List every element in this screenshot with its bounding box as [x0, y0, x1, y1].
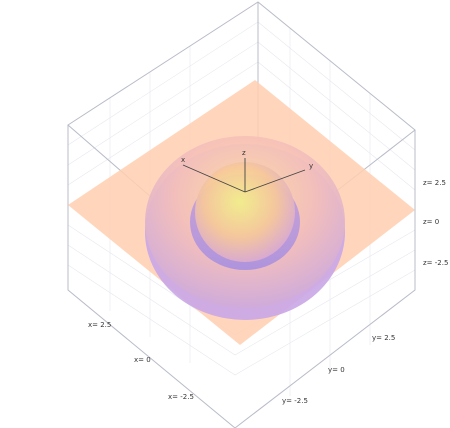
z-tick-label: z= 0 [423, 218, 439, 226]
z-tick-label: z= -2.5 [423, 259, 448, 267]
y-tick-label: y= -2.5 [282, 397, 308, 405]
y-axis [244, 169, 306, 193]
y-axis-label: y [309, 162, 313, 170]
z-tick-label: z= 2.5 [423, 179, 446, 187]
x-axis-label: x [181, 156, 185, 164]
x-tick-label: x= -2.5 [168, 393, 194, 401]
axes: x y z [181, 149, 313, 193]
tick-labels: x= 2.5 x= 0 x= -2.5 y= 2.5 y= 0 y= -2.5 … [88, 179, 448, 405]
z-axis-label: z [242, 149, 246, 157]
x-tick-label: x= 0 [134, 356, 151, 364]
x-axis [182, 164, 246, 193]
y-tick-label: y= 2.5 [372, 334, 395, 342]
x-tick-label: x= 2.5 [88, 321, 111, 329]
y-tick-label: y= 0 [328, 366, 345, 374]
sphere [195, 162, 295, 262]
